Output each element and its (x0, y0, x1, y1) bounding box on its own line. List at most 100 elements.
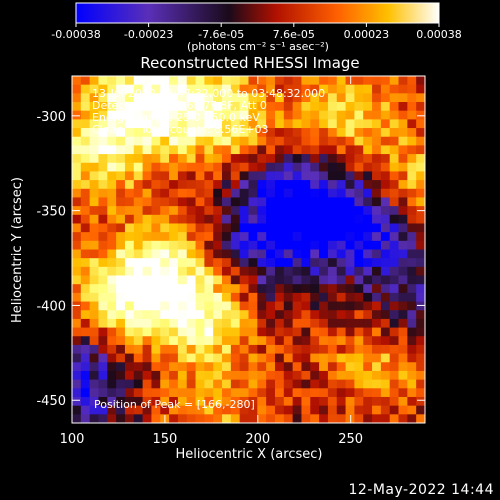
heatmap-cell (327, 197, 338, 207)
heatmap-cell (107, 284, 117, 294)
heatmap-cell (363, 232, 373, 242)
heatmap-cell (239, 197, 250, 207)
heatmap-cell (195, 405, 205, 415)
heatmap-cell (354, 379, 364, 389)
heatmap-cell (89, 388, 100, 398)
heatmap-cell (80, 249, 91, 259)
heatmap-cell (345, 344, 355, 355)
heatmap-cell (292, 93, 303, 103)
heatmap-cell (407, 110, 417, 120)
heatmap-cell (310, 301, 320, 311)
heatmap-cell (416, 414, 425, 423)
heatmap-cell (204, 327, 214, 337)
heatmap-cell (160, 136, 170, 147)
heatmap-cell (89, 188, 100, 199)
heatmap-cell (336, 414, 347, 423)
heatmap-cell (266, 93, 276, 103)
heatmap-cell (222, 327, 232, 337)
heatmap-cell (319, 240, 329, 251)
heatmap-cell (151, 249, 161, 259)
heatmap-cell (151, 353, 161, 363)
heatmap-cell (327, 136, 338, 147)
heatmap-cell (407, 93, 417, 103)
heatmap-cell (80, 84, 91, 94)
heatmap-cell (407, 258, 417, 268)
heatmap-cell (319, 119, 329, 129)
heatmap-cell (398, 284, 408, 294)
heatmap-cell (142, 76, 153, 86)
heatmap-cell (345, 223, 355, 233)
heatmap-cell (204, 301, 214, 311)
heatmap-cell (266, 379, 276, 389)
heatmap-cell (222, 301, 232, 311)
heatmap-cell (98, 405, 108, 415)
heatmap-cell (398, 93, 408, 103)
heatmap-cell (398, 102, 408, 112)
heatmap-cell (151, 110, 161, 120)
heatmap-cell (292, 379, 303, 389)
heatmap-cell (327, 76, 338, 86)
heatmap-cell (98, 275, 108, 285)
heatmap-cell (354, 128, 364, 138)
heatmap-cell (177, 232, 188, 242)
heatmap-cell (160, 275, 170, 285)
heatmap-cell (327, 284, 338, 294)
heatmap-cell (89, 310, 100, 320)
heatmap-cell (336, 318, 347, 329)
heatmap-cell (133, 171, 144, 181)
heatmap-cell (116, 370, 126, 381)
heatmap-cell (195, 249, 205, 259)
heatmap-cell (230, 301, 241, 311)
heatmap-cell (222, 266, 232, 277)
heatmap-cell (336, 284, 347, 294)
heatmap-cell (151, 102, 161, 112)
heatmap-cell (407, 232, 417, 242)
heatmap-cell (204, 206, 214, 216)
heatmap-cell (257, 353, 267, 363)
heatmap-cell (222, 310, 232, 320)
heatmap-cell (336, 292, 347, 303)
heatmap-cell (222, 119, 232, 129)
heatmap-cell (416, 180, 425, 190)
heatmap-cell (124, 128, 135, 138)
heatmap-cell (239, 93, 250, 103)
heatmap-cell (177, 284, 188, 294)
heatmap-cell (230, 171, 241, 181)
heatmap-cell (160, 145, 170, 155)
heatmap-cell (398, 84, 408, 94)
heatmap-cell (80, 180, 91, 190)
heatmap-cell (327, 128, 338, 138)
heatmap-cell (327, 154, 338, 164)
heatmap-cell (266, 327, 276, 337)
heatmap-cell (177, 249, 188, 259)
heatmap-cell (292, 327, 303, 337)
colorbar-tick-label: 0.00038 (416, 28, 462, 41)
heatmap-cell (142, 292, 153, 303)
heatmap-cell (222, 84, 232, 94)
heatmap-cell (213, 119, 223, 129)
heatmap-cell (266, 405, 276, 415)
heatmap-cell (336, 327, 347, 337)
heatmap-cell (398, 353, 408, 363)
heatmap-cell (89, 171, 100, 181)
heatmap-cell (354, 353, 364, 363)
heatmap-cell (266, 353, 276, 363)
heatmap-cell (310, 214, 320, 225)
heatmap-cell (336, 344, 347, 355)
heatmap-cell (345, 266, 355, 277)
heatmap-cell (107, 379, 117, 389)
heatmap-cell (327, 396, 338, 407)
heatmap-cell (283, 154, 294, 164)
heatmap-cell (389, 145, 400, 155)
heatmap-cell (416, 249, 425, 259)
heatmap-cell (89, 292, 100, 303)
heatmap-cell (151, 180, 161, 190)
heatmap-cell (398, 240, 408, 251)
heatmap-cell (336, 223, 347, 233)
heatmap-cell (363, 327, 373, 337)
heatmap-cell (230, 344, 241, 355)
heatmap-cell (266, 292, 276, 303)
heatmap-cell (222, 284, 232, 294)
heatmap-cell (398, 171, 408, 181)
heatmap-cell (372, 275, 382, 285)
